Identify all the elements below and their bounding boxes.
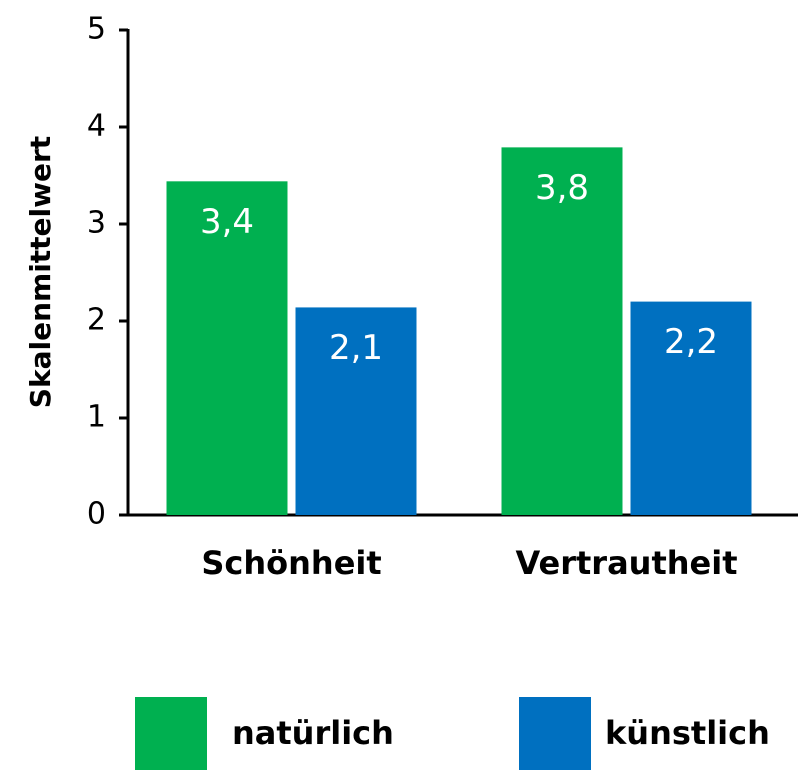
value-label: 2,1 — [329, 328, 383, 368]
y-axis-title: Skalenmittelwert — [24, 136, 57, 408]
y-tick-label: 1 — [87, 400, 106, 435]
bar — [630, 301, 752, 515]
y-tick-label: 3 — [87, 206, 106, 241]
x-tick-label: Schönheit — [201, 544, 381, 582]
bar — [295, 307, 417, 515]
value-label: 3,8 — [535, 168, 589, 208]
y-tick-label: 0 — [87, 497, 106, 532]
x-tick-label: Vertrautheit — [516, 544, 738, 582]
legend-swatch — [135, 697, 207, 770]
bar — [166, 181, 288, 515]
legend-label: künstlich — [605, 714, 770, 752]
legend-label: natürlich — [232, 714, 394, 752]
value-label: 3,4 — [200, 202, 254, 242]
value-label: 2,2 — [664, 322, 718, 362]
legend-swatch — [519, 697, 591, 770]
y-tick-label: 2 — [87, 303, 106, 338]
y-tick-label: 4 — [87, 109, 106, 144]
y-tick-label: 5 — [87, 12, 106, 47]
bar — [501, 147, 623, 515]
